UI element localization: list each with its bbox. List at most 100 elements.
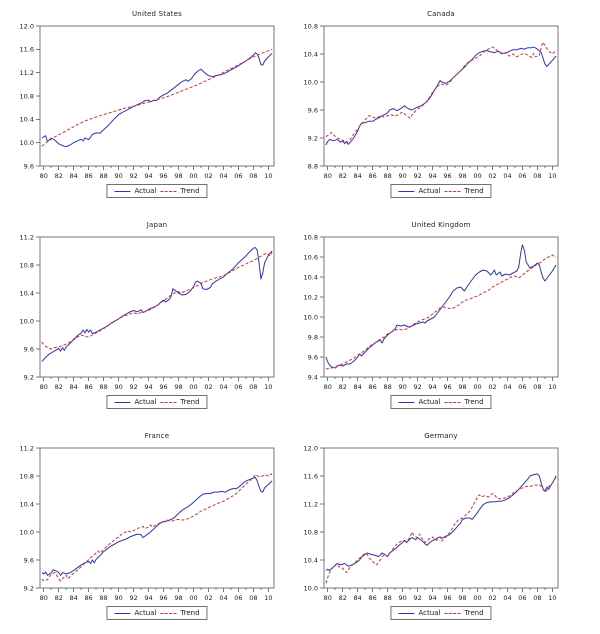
svg-text:04: 04 xyxy=(219,172,227,180)
svg-text:10.4: 10.4 xyxy=(20,116,34,124)
svg-text:02: 02 xyxy=(488,172,496,180)
legend-actual-label: Actual xyxy=(418,398,441,406)
legend-actual-line xyxy=(398,612,415,614)
svg-text:06: 06 xyxy=(234,383,242,391)
svg-text:94: 94 xyxy=(428,172,436,180)
svg-text:82: 82 xyxy=(339,172,347,180)
svg-text:10.8: 10.8 xyxy=(304,22,318,30)
legend-trend-label: Trend xyxy=(464,609,484,617)
chart-legend: Actual Trend xyxy=(106,184,208,198)
svg-text:94: 94 xyxy=(144,594,152,602)
chart-legend: Actual Trend xyxy=(390,395,492,409)
svg-text:82: 82 xyxy=(339,594,347,602)
chart-canvas: 8.8 9.2 9.6 10.0 10.4 10.8 80 82 84 86 88 90 92 94 96 9… xyxy=(304,22,559,180)
legend-actual-line xyxy=(398,401,415,403)
legend-actual-line xyxy=(114,190,131,192)
svg-text:10.0: 10.0 xyxy=(304,313,318,321)
chart-panel-germany: 10.0 10.4 10.8 11.2 11.6 12.0 80 82 84 86 88 90 92 94… xyxy=(284,422,584,633)
svg-text:9.8: 9.8 xyxy=(308,333,318,341)
svg-text:00: 00 xyxy=(473,594,481,602)
svg-text:06: 06 xyxy=(234,594,242,602)
svg-text:10.4: 10.4 xyxy=(20,289,34,297)
legend-trend-label: Trend xyxy=(464,187,484,195)
svg-text:86: 86 xyxy=(85,172,93,180)
svg-text:11.6: 11.6 xyxy=(20,46,34,54)
svg-text:92: 92 xyxy=(129,172,137,180)
svg-text:10.0: 10.0 xyxy=(20,528,34,536)
svg-text:80: 80 xyxy=(40,383,48,391)
svg-text:10: 10 xyxy=(264,594,272,602)
svg-text:08: 08 xyxy=(533,594,541,602)
svg-text:10.4: 10.4 xyxy=(304,273,318,281)
svg-text:82: 82 xyxy=(55,594,63,602)
svg-text:88: 88 xyxy=(100,594,108,602)
svg-text:9.6: 9.6 xyxy=(308,353,318,361)
svg-text:04: 04 xyxy=(503,172,511,180)
svg-text:92: 92 xyxy=(413,594,421,602)
svg-text:82: 82 xyxy=(339,383,347,391)
svg-text:06: 06 xyxy=(518,594,526,602)
svg-text:86: 86 xyxy=(85,383,93,391)
svg-text:9.4: 9.4 xyxy=(308,373,318,381)
svg-text:02: 02 xyxy=(204,383,212,391)
svg-text:82: 82 xyxy=(55,172,63,180)
chart-panel-france: 9.2 9.6 10.0 10.4 10.8 11.2 80 82 84 86 88 90 92 94 96… xyxy=(0,422,300,633)
svg-text:10.4: 10.4 xyxy=(20,500,34,508)
svg-text:08: 08 xyxy=(533,172,541,180)
svg-text:02: 02 xyxy=(204,594,212,602)
svg-text:10: 10 xyxy=(264,383,272,391)
legend-actual-label: Actual xyxy=(134,398,157,406)
svg-text:9.6: 9.6 xyxy=(308,106,318,114)
svg-text:94: 94 xyxy=(144,383,152,391)
svg-text:98: 98 xyxy=(174,594,182,602)
svg-text:10.0: 10.0 xyxy=(304,584,318,592)
svg-text:10.8: 10.8 xyxy=(20,92,34,100)
chart-panel-united-kingdom: 9.4 9.6 9.8 10.0 10.2 10.4 10.6 10.8 80 82 84 86 88 9… xyxy=(284,211,584,422)
svg-text:10: 10 xyxy=(548,383,556,391)
svg-text:04: 04 xyxy=(219,594,227,602)
svg-text:92: 92 xyxy=(413,172,421,180)
chart-legend: Actual Trend xyxy=(390,184,492,198)
svg-text:10: 10 xyxy=(548,594,556,602)
svg-text:9.6: 9.6 xyxy=(24,162,34,170)
svg-text:04: 04 xyxy=(503,594,511,602)
svg-text:88: 88 xyxy=(384,594,392,602)
svg-text:92: 92 xyxy=(129,383,137,391)
svg-text:92: 92 xyxy=(129,594,137,602)
svg-text:08: 08 xyxy=(533,383,541,391)
svg-text:90: 90 xyxy=(398,172,406,180)
svg-text:84: 84 xyxy=(354,172,362,180)
svg-text:00: 00 xyxy=(189,594,197,602)
svg-text:11.6: 11.6 xyxy=(304,472,318,480)
svg-text:96: 96 xyxy=(443,383,451,391)
chart-canvas: 9.6 10.0 10.4 10.8 11.2 11.6 12.0 80 82 84 86 88 90 9… xyxy=(20,22,275,180)
svg-text:08: 08 xyxy=(249,172,257,180)
chart-title: United States xyxy=(131,10,182,18)
legend-trend-line xyxy=(444,612,461,614)
svg-text:86: 86 xyxy=(369,383,377,391)
svg-text:98: 98 xyxy=(458,594,466,602)
svg-text:86: 86 xyxy=(85,594,93,602)
svg-text:00: 00 xyxy=(473,383,481,391)
legend-actual-label: Actual xyxy=(418,609,441,617)
svg-text:90: 90 xyxy=(398,594,406,602)
svg-text:02: 02 xyxy=(204,172,212,180)
svg-text:80: 80 xyxy=(40,172,48,180)
svg-text:82: 82 xyxy=(55,383,63,391)
svg-text:11.2: 11.2 xyxy=(20,444,34,452)
legend-trend-label: Trend xyxy=(464,398,484,406)
svg-text:06: 06 xyxy=(518,383,526,391)
svg-text:98: 98 xyxy=(458,172,466,180)
svg-text:98: 98 xyxy=(458,383,466,391)
legend-trend-line xyxy=(160,612,177,614)
svg-text:84: 84 xyxy=(354,594,362,602)
chart-panel-united-states: 9.6 10.0 10.4 10.8 11.2 11.6 12.0 80 82 84 86 88 90 9… xyxy=(0,0,300,211)
svg-text:80: 80 xyxy=(40,594,48,602)
svg-text:96: 96 xyxy=(443,594,451,602)
svg-text:00: 00 xyxy=(189,172,197,180)
svg-text:9.2: 9.2 xyxy=(308,134,318,142)
svg-text:90: 90 xyxy=(114,383,122,391)
svg-text:86: 86 xyxy=(369,172,377,180)
svg-text:11.2: 11.2 xyxy=(304,500,318,508)
svg-text:96: 96 xyxy=(159,172,167,180)
